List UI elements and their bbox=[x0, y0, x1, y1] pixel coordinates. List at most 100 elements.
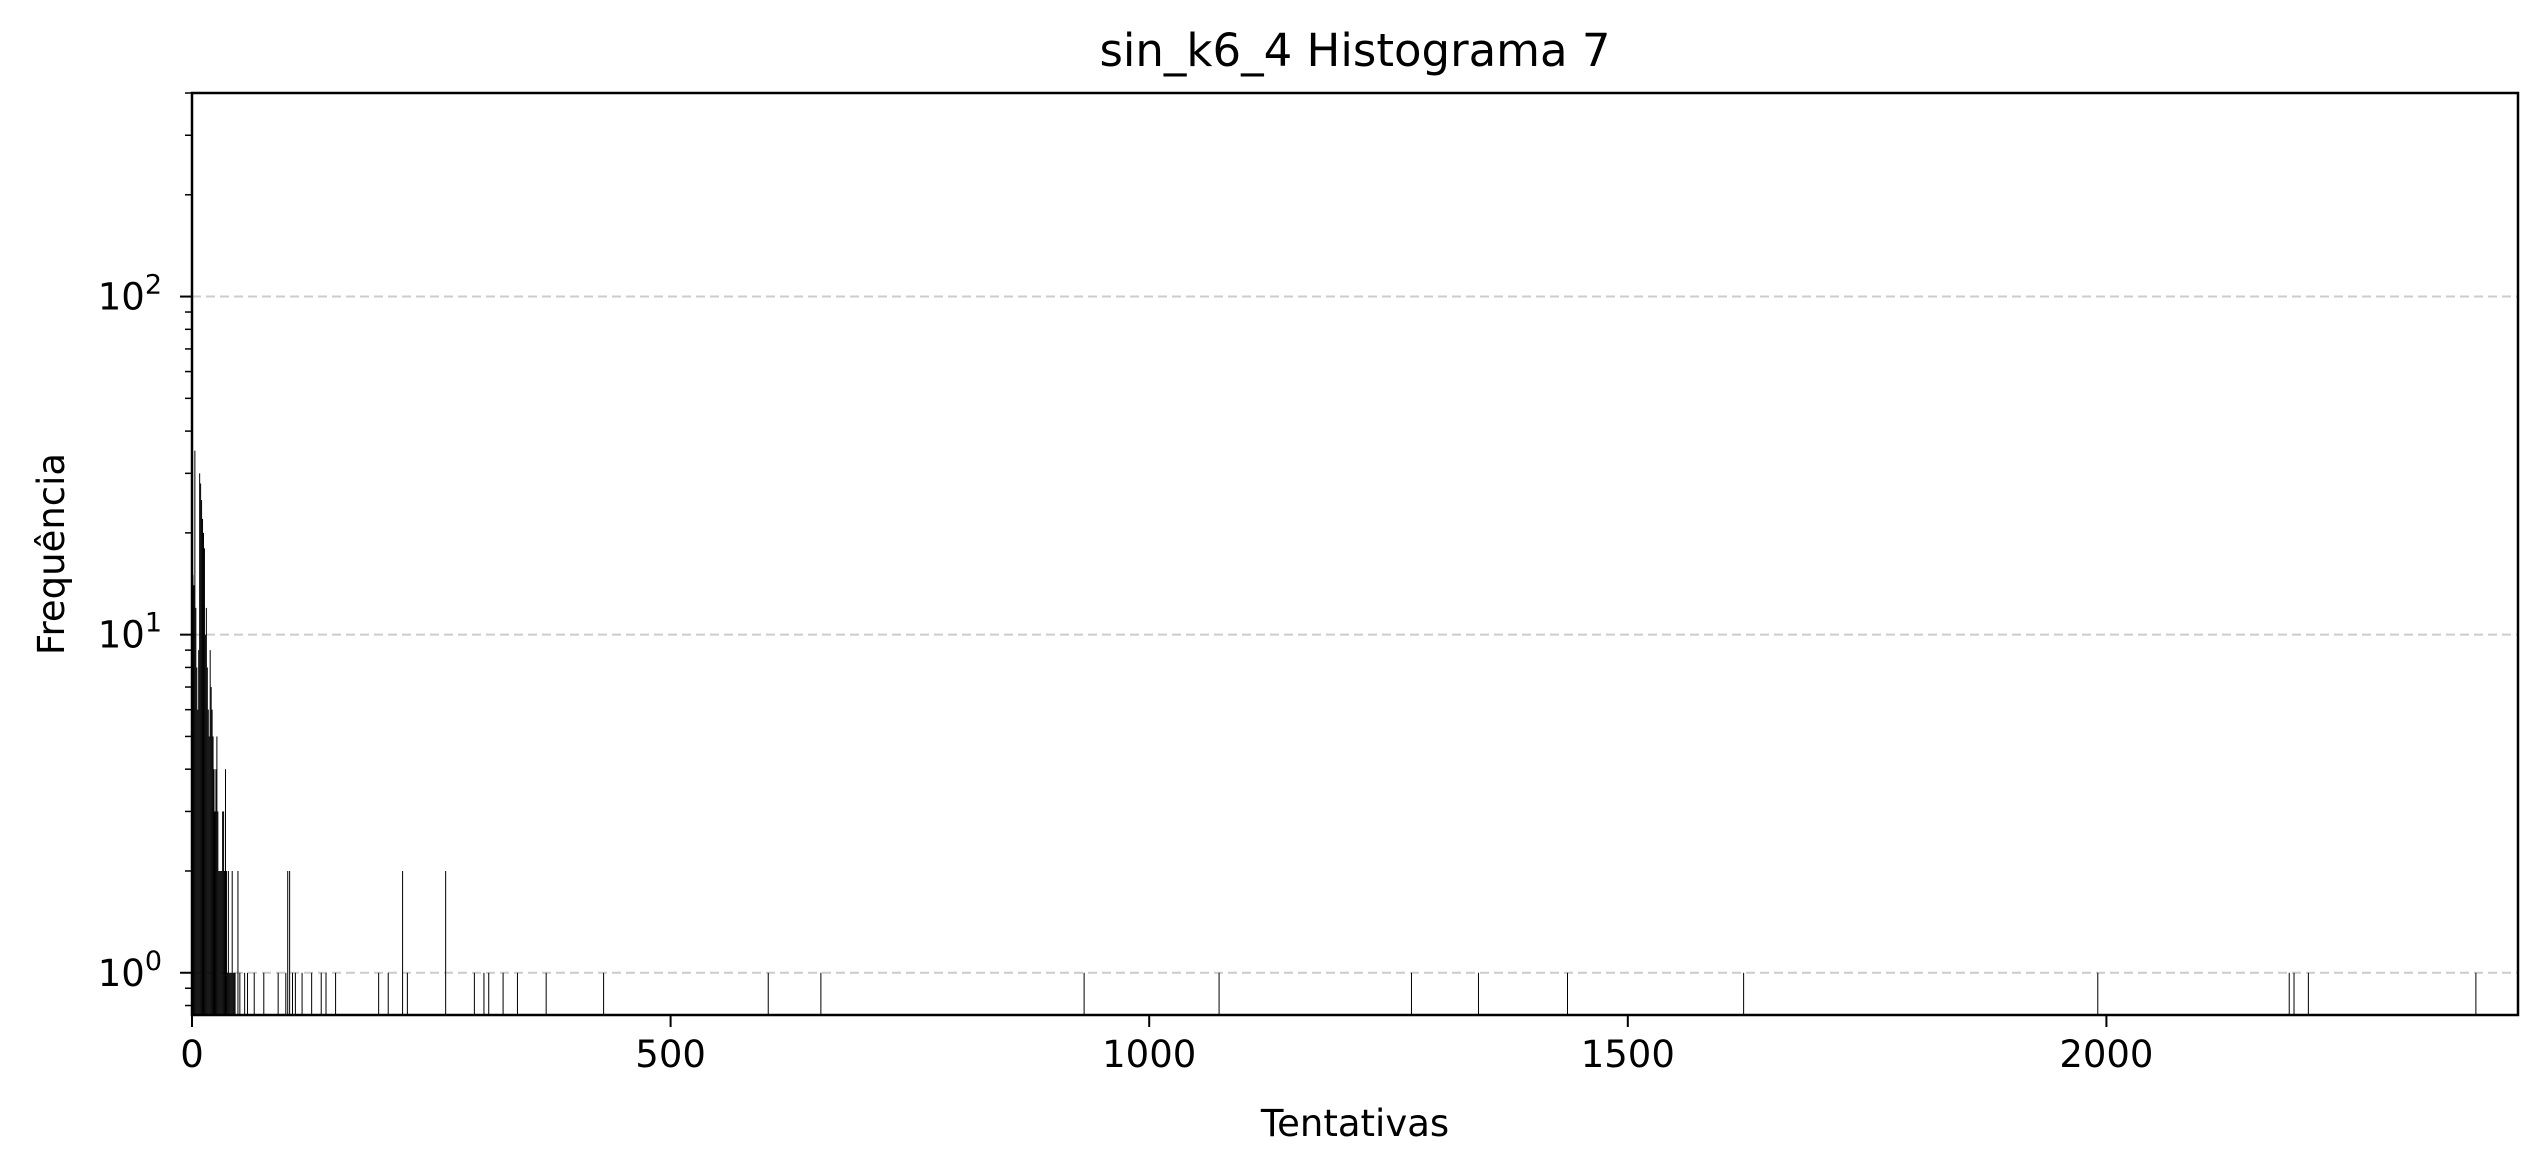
histogram-bar bbox=[1743, 972, 1745, 1015]
histogram-bar bbox=[378, 972, 380, 1015]
histogram-bar bbox=[224, 870, 226, 1015]
histogram-bar bbox=[216, 736, 218, 1015]
histogram-bar bbox=[387, 972, 389, 1015]
histogram-bar bbox=[516, 972, 518, 1015]
histogram-bar bbox=[2288, 972, 2290, 1015]
histogram-bar bbox=[406, 972, 408, 1015]
plot-area-frame bbox=[190, 91, 2520, 1017]
x-tick-label: 500 bbox=[635, 1033, 706, 1076]
histogram-bar bbox=[194, 450, 196, 1015]
histogram-bar bbox=[217, 811, 219, 1015]
histogram-bar bbox=[277, 972, 279, 1015]
x-axis-ticks: 0 500 1000 1500 2000 bbox=[180, 1015, 2153, 1076]
y-tick-label: 100 bbox=[98, 946, 162, 995]
y-tick-label: 101 bbox=[98, 608, 162, 657]
histogram-bar bbox=[488, 972, 490, 1015]
histogram-bar bbox=[545, 972, 547, 1015]
histogram-bar bbox=[214, 811, 216, 1015]
histogram-bar bbox=[193, 585, 195, 1015]
histogram-bar bbox=[473, 972, 475, 1015]
histogram-bar bbox=[502, 972, 504, 1015]
histogram-bar bbox=[244, 972, 246, 1015]
histogram-bar bbox=[445, 870, 447, 1015]
histogram-bar bbox=[196, 667, 198, 1015]
histogram-bar bbox=[402, 870, 404, 1015]
y-axis-ticks: 100 101 102 bbox=[98, 92, 192, 1007]
histogram-bar bbox=[202, 532, 204, 1015]
histogram-bar bbox=[2307, 972, 2309, 1015]
histogram-bar bbox=[209, 650, 211, 1015]
histogram-bar bbox=[198, 650, 200, 1015]
histogram-bar bbox=[2475, 972, 2477, 1015]
chart-title: sin_k6_4 Histograma 7 bbox=[1099, 24, 1610, 77]
histogram-bar bbox=[229, 972, 231, 1015]
histogram-bar bbox=[201, 500, 203, 1015]
histogram-bar bbox=[767, 972, 769, 1015]
histogram-bar bbox=[211, 709, 213, 1015]
histogram-bar bbox=[2097, 972, 2099, 1015]
histogram-bar bbox=[210, 687, 212, 1015]
histogram-bar bbox=[205, 607, 207, 1015]
histogram-bar bbox=[197, 709, 199, 1015]
histogram-bar bbox=[1477, 972, 1479, 1015]
histogram-bar bbox=[204, 634, 206, 1015]
x-axis-title: Tentativas bbox=[1260, 1102, 1449, 1145]
histogram-bar bbox=[237, 870, 239, 1015]
y-axis-title: Frequência bbox=[30, 453, 73, 655]
histogram-bar bbox=[292, 972, 294, 1015]
histogram-bar bbox=[253, 972, 255, 1015]
histogram-bar bbox=[247, 972, 249, 1015]
histogram-bar bbox=[207, 709, 209, 1015]
histogram-bar bbox=[218, 870, 220, 1015]
histogram-bar bbox=[199, 473, 201, 1015]
histogram-bar bbox=[202, 518, 204, 1015]
histogram-bar bbox=[233, 972, 235, 1015]
histogram-bar bbox=[1410, 972, 1412, 1015]
x-tick-label: 0 bbox=[180, 1033, 204, 1076]
histogram-bar bbox=[223, 811, 225, 1015]
histogram-bar bbox=[234, 972, 236, 1015]
histogram-bar bbox=[2293, 972, 2295, 1015]
histogram-bar bbox=[287, 870, 289, 1015]
histogram-bar bbox=[225, 870, 227, 1015]
histogram-bar bbox=[227, 870, 229, 1015]
histogram-bar bbox=[1218, 972, 1220, 1015]
histogram-bar bbox=[208, 736, 210, 1015]
histogram-bar bbox=[335, 972, 337, 1015]
y-tick-label: 102 bbox=[98, 270, 162, 319]
histogram-bar bbox=[226, 972, 228, 1015]
histogram-bar bbox=[203, 548, 205, 1015]
histogram-bar bbox=[285, 972, 287, 1015]
histogram-bar bbox=[220, 870, 222, 1015]
histogram-bar bbox=[222, 811, 224, 1015]
histogram-bar bbox=[213, 769, 215, 1015]
histogram-bar bbox=[1566, 972, 1568, 1015]
histogram-bar bbox=[219, 870, 221, 1015]
histogram-bar bbox=[320, 972, 322, 1015]
histogram-bar bbox=[301, 972, 303, 1015]
histogram-bar bbox=[221, 870, 223, 1015]
x-tick-label: 1000 bbox=[1102, 1033, 1196, 1076]
histogram-bar bbox=[225, 769, 227, 1015]
histogram-bar bbox=[820, 972, 822, 1015]
histogram-bar bbox=[239, 972, 241, 1015]
grid-lines bbox=[192, 295, 2518, 974]
x-tick-label: 2000 bbox=[2059, 1033, 2153, 1076]
histogram-bar bbox=[325, 972, 327, 1015]
histogram-bar bbox=[215, 769, 217, 1015]
histogram-bars bbox=[192, 450, 2477, 1015]
histogram-bar bbox=[195, 607, 197, 1015]
histogram-bar bbox=[1083, 972, 1085, 1015]
histogram-bar bbox=[212, 736, 214, 1015]
histogram-bar bbox=[231, 870, 233, 1015]
histogram-bar bbox=[289, 870, 291, 1015]
histogram-bar bbox=[206, 667, 208, 1015]
histogram-bar bbox=[230, 972, 232, 1015]
x-tick-label: 1500 bbox=[1581, 1033, 1675, 1076]
histogram-bar bbox=[228, 972, 230, 1015]
histogram-bar bbox=[294, 972, 296, 1015]
histogram-bar bbox=[263, 972, 265, 1015]
histogram-bar bbox=[200, 483, 202, 1015]
histogram-bar bbox=[311, 972, 313, 1015]
